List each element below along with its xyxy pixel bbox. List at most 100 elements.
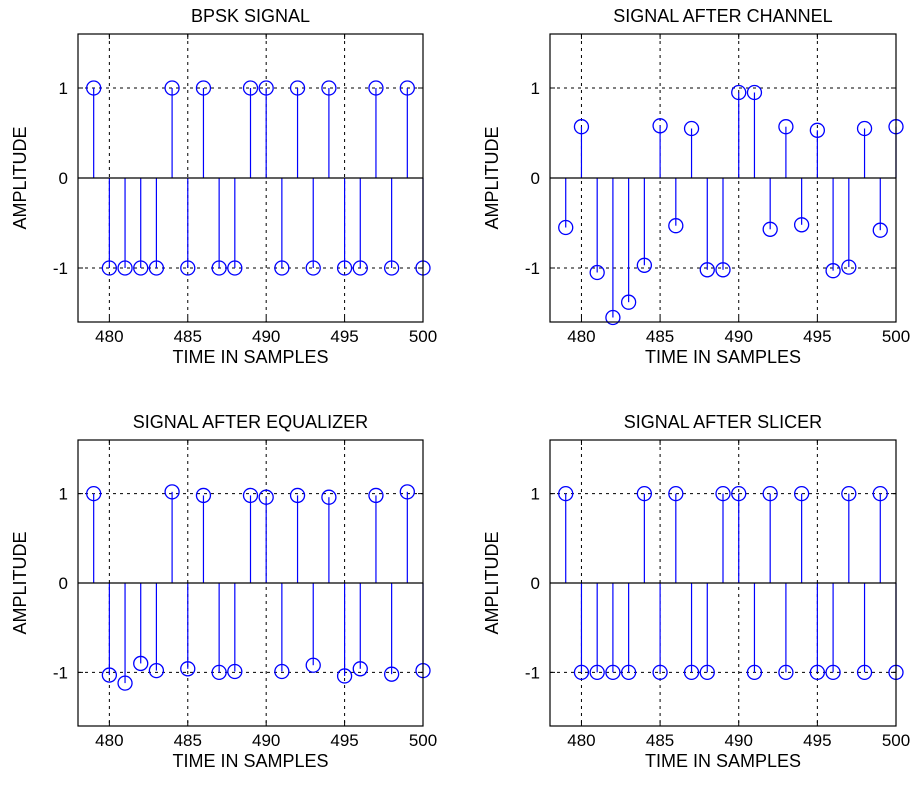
stem-marker xyxy=(872,222,888,238)
stem-marker xyxy=(841,259,857,275)
stem-marker xyxy=(242,80,259,96)
y-tick-label: 1 xyxy=(531,485,540,504)
stem-marker xyxy=(258,80,274,96)
stem-marker xyxy=(746,664,763,681)
stem-marker xyxy=(289,487,306,504)
stem-marker xyxy=(793,485,810,502)
stem-marker xyxy=(809,664,826,681)
x-tick-label: 490 xyxy=(725,731,753,750)
stem-marker xyxy=(731,485,747,502)
x-tick-label: 500 xyxy=(882,731,910,750)
stem-marker xyxy=(793,217,810,233)
stem-marker xyxy=(558,485,574,502)
chart-panel-4: 480 485 490 495 500 -1 0 1 SIGNAL AFTER SLICER TI… xyxy=(482,412,910,771)
stem-marker xyxy=(605,664,621,681)
stem-marker xyxy=(668,485,684,502)
stem-marker xyxy=(305,260,321,276)
stem-marker xyxy=(558,219,574,236)
y-tick-label: -1 xyxy=(53,259,68,278)
x-axis-label: TIME IN SAMPLES xyxy=(172,347,328,367)
y-axis-label: AMPLITUDE xyxy=(10,531,30,634)
stem-marker xyxy=(573,664,590,681)
stem-marker xyxy=(399,80,415,96)
stem-marker xyxy=(683,664,700,681)
y-tick-label: -1 xyxy=(525,259,540,278)
x-tick-label: 495 xyxy=(330,731,358,750)
stem-marker xyxy=(86,485,102,502)
stem-marker xyxy=(368,80,384,96)
stem-marker xyxy=(605,309,621,326)
stem-marker xyxy=(258,489,274,505)
x-axis-label: TIME IN SAMPLES xyxy=(645,751,801,771)
stem-marker xyxy=(133,655,149,672)
chart-title: SIGNAL AFTER EQUALIZER xyxy=(133,412,368,432)
x-axis-label: TIME IN SAMPLES xyxy=(172,751,328,771)
stem-marker xyxy=(841,485,857,502)
stem-marker xyxy=(211,664,227,681)
stem-marker xyxy=(778,119,794,135)
x-tick-label: 500 xyxy=(409,327,437,346)
stem-marker xyxy=(274,260,290,276)
stem-marker xyxy=(762,221,778,237)
stem-marker xyxy=(383,260,400,276)
stem-marker xyxy=(731,84,747,101)
x-tick-label: 485 xyxy=(646,327,674,346)
stem-marker xyxy=(652,664,668,681)
y-tick-label: -1 xyxy=(525,663,540,682)
x-tick-label: 480 xyxy=(567,327,595,346)
stem-marker xyxy=(620,294,637,310)
x-tick-label: 485 xyxy=(174,731,202,750)
stem-marker xyxy=(321,489,337,505)
stem-marker xyxy=(86,80,102,96)
stem-marker xyxy=(227,260,243,276)
stem-marker xyxy=(117,260,133,276)
y-tick-label: -1 xyxy=(53,663,68,682)
stem-marker xyxy=(872,485,888,502)
x-tick-label: 495 xyxy=(803,327,831,346)
stem-marker xyxy=(620,664,637,681)
stem-marker xyxy=(683,120,700,137)
chart-panel-2: 480 485 490 495 500 -1 0 1 SIGNAL AFTER CHANNEL T… xyxy=(482,6,910,367)
stem-marker xyxy=(368,487,384,504)
chart-title: SIGNAL AFTER SLICER xyxy=(624,412,822,432)
stem-marker xyxy=(856,664,873,681)
y-axis-label: AMPLITUDE xyxy=(482,531,502,634)
x-tick-label: 495 xyxy=(330,327,358,346)
stem-marker xyxy=(321,80,337,96)
stem-marker xyxy=(636,485,653,502)
chart-title: BPSK SIGNAL xyxy=(191,6,310,26)
stem-marker xyxy=(117,675,133,691)
chart-title: SIGNAL AFTER CHANNEL xyxy=(613,6,832,26)
stem-marker xyxy=(352,661,368,677)
stem-marker xyxy=(148,662,165,679)
stem-marker xyxy=(133,260,149,276)
stem-marker xyxy=(636,257,653,273)
stem-marker xyxy=(715,262,731,278)
stem-marker xyxy=(289,80,306,96)
stem-marker xyxy=(746,84,763,101)
x-tick-label: 490 xyxy=(725,327,753,346)
x-tick-label: 485 xyxy=(174,327,202,346)
stem-marker xyxy=(825,263,841,279)
x-tick-label: 480 xyxy=(567,731,595,750)
stem-marker xyxy=(589,664,605,681)
stem-marker xyxy=(762,485,778,502)
y-tick-label: 1 xyxy=(59,79,68,98)
stem-marker xyxy=(778,664,794,681)
stem-marker xyxy=(573,119,590,135)
stem-marker xyxy=(180,661,196,677)
stem-marker xyxy=(352,260,368,276)
stem-marker xyxy=(336,668,353,684)
x-tick-label: 485 xyxy=(646,731,674,750)
stem-marker xyxy=(148,260,165,276)
stem-marker xyxy=(668,218,684,234)
stem-marker xyxy=(164,80,180,96)
stem-marker xyxy=(101,667,118,683)
stem-marker xyxy=(164,484,180,500)
x-axis-label: TIME IN SAMPLES xyxy=(645,347,801,367)
x-tick-label: 500 xyxy=(882,327,910,346)
stem-marker xyxy=(399,484,415,500)
stem-marker xyxy=(180,260,196,276)
y-tick-label: 1 xyxy=(59,485,68,504)
